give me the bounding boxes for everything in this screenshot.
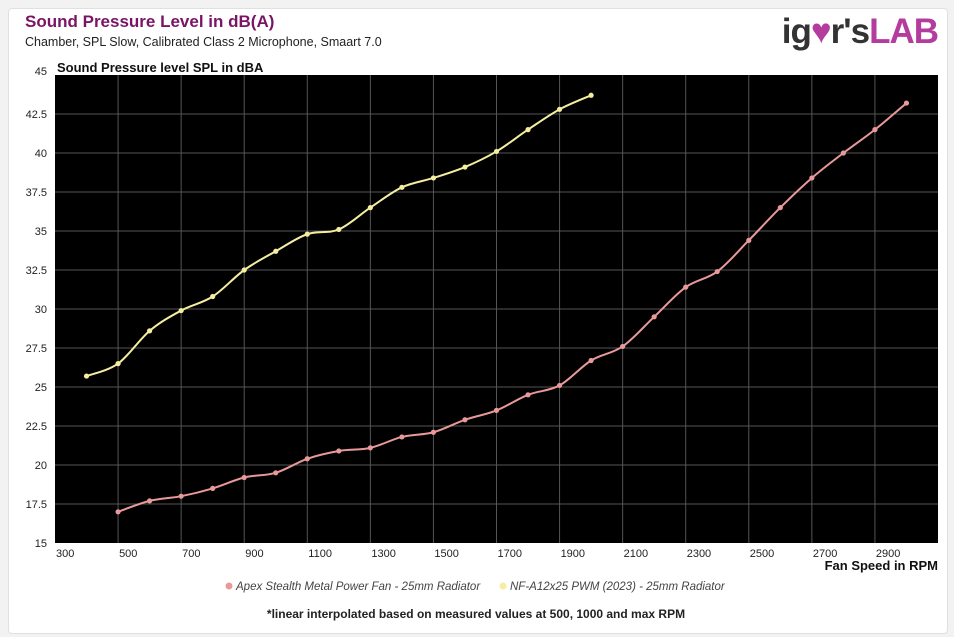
data-point <box>367 205 373 211</box>
series-line-0 <box>117 102 908 513</box>
data-point <box>556 382 563 389</box>
x-tick-label: 1300 <box>371 548 395 560</box>
data-point <box>840 150 846 156</box>
data-point <box>525 127 531 133</box>
x-tick-label: 900 <box>245 548 263 560</box>
footnote: *linear interpolated based on measured v… <box>267 607 685 621</box>
chart-title: Sound Pressure Level in dB(A) <box>25 12 275 31</box>
y-tick-label: 37.5 <box>26 187 47 199</box>
x-axis-title: Fan Speed in RPM <box>825 558 938 573</box>
data-point <box>241 267 247 273</box>
data-point <box>115 509 121 515</box>
data-point <box>809 175 815 181</box>
data-point <box>399 434 405 440</box>
data-point <box>399 184 405 190</box>
data-point <box>210 485 216 491</box>
x-tick-label: 1900 <box>561 548 585 560</box>
x-tick-label: 1700 <box>498 548 522 560</box>
data-point <box>273 248 279 254</box>
y-tick-label: 35 <box>35 226 47 238</box>
data-point <box>210 293 216 300</box>
y-tick-label: 30 <box>35 304 47 316</box>
y-tick-label: 20 <box>35 460 47 472</box>
data-point <box>115 361 121 367</box>
data-point <box>147 328 153 334</box>
x-tick-label: 2300 <box>687 548 711 560</box>
legend-marker <box>225 582 233 590</box>
y-tick-label: 17.5 <box>26 499 47 511</box>
y-tick-label: 15 <box>35 538 47 550</box>
data-point <box>336 226 342 233</box>
y-tick-label: 42.5 <box>26 109 47 121</box>
x-tick-label: 2900 <box>876 548 900 560</box>
legend-label: Apex Stealth Metal Power Fan - 25mm Radi… <box>235 581 481 593</box>
data-point <box>178 493 184 499</box>
data-point <box>903 100 910 106</box>
data-point <box>304 231 310 237</box>
legend-label: NF-A12x25 PWM (2023) - 25mm Radiator <box>510 581 726 593</box>
data-point <box>493 148 500 155</box>
data-point <box>241 474 247 481</box>
x-tick-label: 700 <box>182 548 200 560</box>
data-point <box>525 392 531 398</box>
data-point <box>777 205 783 211</box>
data-point <box>273 470 279 476</box>
data-point <box>430 429 437 435</box>
legend-marker <box>499 582 507 590</box>
x-tick-label: 2500 <box>750 548 774 560</box>
data-point <box>714 268 720 275</box>
data-point <box>588 92 594 98</box>
y-tick-label: 40 <box>35 148 47 160</box>
y-tick-label: 22.5 <box>26 421 47 433</box>
data-point <box>746 237 752 243</box>
data-point <box>493 407 500 413</box>
data-point <box>651 314 657 320</box>
data-point <box>620 343 626 350</box>
data-point <box>304 456 310 462</box>
x-tick-label: 300 <box>56 548 74 560</box>
data-point <box>430 175 437 181</box>
data-point <box>367 445 373 451</box>
x-tick-label: 500 <box>119 548 137 560</box>
chart-subtitle: Chamber, SPL Slow, Calibrated Class 2 Mi… <box>25 35 382 49</box>
y-tick-label: 27.5 <box>26 343 47 355</box>
y-tick-label: 45 <box>35 66 47 78</box>
data-point <box>147 498 153 504</box>
igorslab-logo: ig♥r'sLAB <box>781 12 939 51</box>
data-point <box>462 417 468 423</box>
data-point <box>872 127 878 133</box>
y-tick-label: 32.5 <box>26 265 47 277</box>
data-point <box>336 448 342 454</box>
data-point <box>178 307 184 314</box>
y-axis-title: Sound Pressure level SPL in dBA <box>57 60 264 75</box>
x-tick-label: 1500 <box>434 548 458 560</box>
x-tick-label: 2100 <box>624 548 648 560</box>
data-point <box>683 284 689 290</box>
data-point <box>462 164 468 170</box>
data-point <box>83 373 90 379</box>
data-point <box>588 357 594 364</box>
y-tick-label: 25 <box>35 382 47 394</box>
x-tick-label: 1100 <box>308 548 332 560</box>
x-tick-label: 2700 <box>813 548 837 560</box>
data-point <box>556 106 563 112</box>
